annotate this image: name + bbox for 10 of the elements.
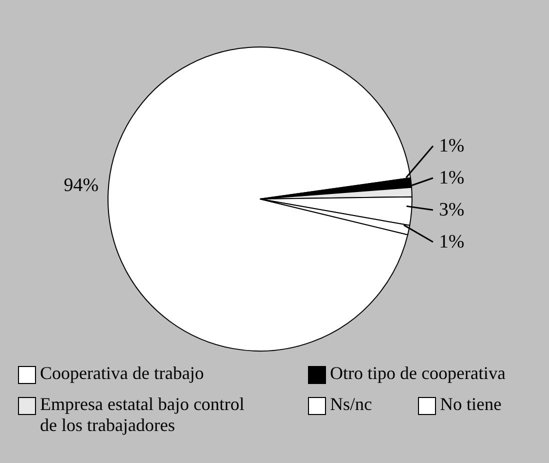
data-label: 1% — [439, 168, 464, 188]
legend-label: Ns/nc — [330, 394, 372, 415]
data-label: 1% — [439, 136, 464, 156]
legend-label: Empresa estatal bajo control de los trabajadores — [40, 394, 246, 436]
data-label: 94% — [64, 175, 99, 196]
legend-label: Otro tipo de cooperativa — [330, 363, 506, 384]
data-label: 3% — [439, 200, 464, 220]
data-label: 1% — [439, 232, 464, 252]
legend-label: No tiene — [440, 394, 502, 415]
legend-label: Cooperativa de trabajo — [40, 363, 204, 384]
